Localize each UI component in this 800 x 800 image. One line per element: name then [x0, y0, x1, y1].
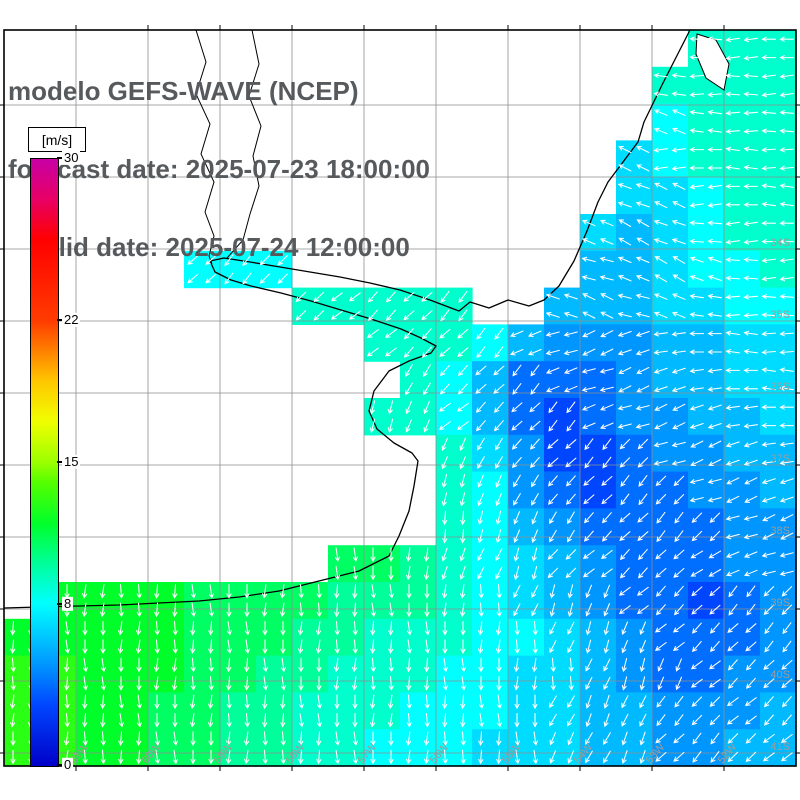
map-frame [3, 29, 797, 767]
river-path-2 [226, 29, 262, 259]
lat-label: 34S [770, 237, 790, 249]
river-path-1 [195, 29, 215, 265]
coastline-path [3, 29, 691, 609]
axis-ticks [0, 25, 800, 771]
lat-label: 38S [770, 525, 790, 537]
lat-label: 35S [770, 309, 790, 321]
lat-label: 37S [770, 453, 790, 465]
lat-label: 41S [770, 741, 790, 753]
colorbar-unit-label: [m/s] [28, 127, 86, 152]
lat-axis-labels: 34S 35S 36S 37S 38S 39S 40S 41S [770, 237, 790, 753]
lat-label: 36S [770, 381, 790, 393]
colorbar [30, 158, 59, 767]
lat-label: 40S [770, 669, 790, 681]
graticule-lines [4, 30, 796, 766]
wind-field-layer [4, 30, 797, 767]
lat-label: 39S [770, 597, 790, 609]
wind-arrows-layer [10, 36, 795, 765]
